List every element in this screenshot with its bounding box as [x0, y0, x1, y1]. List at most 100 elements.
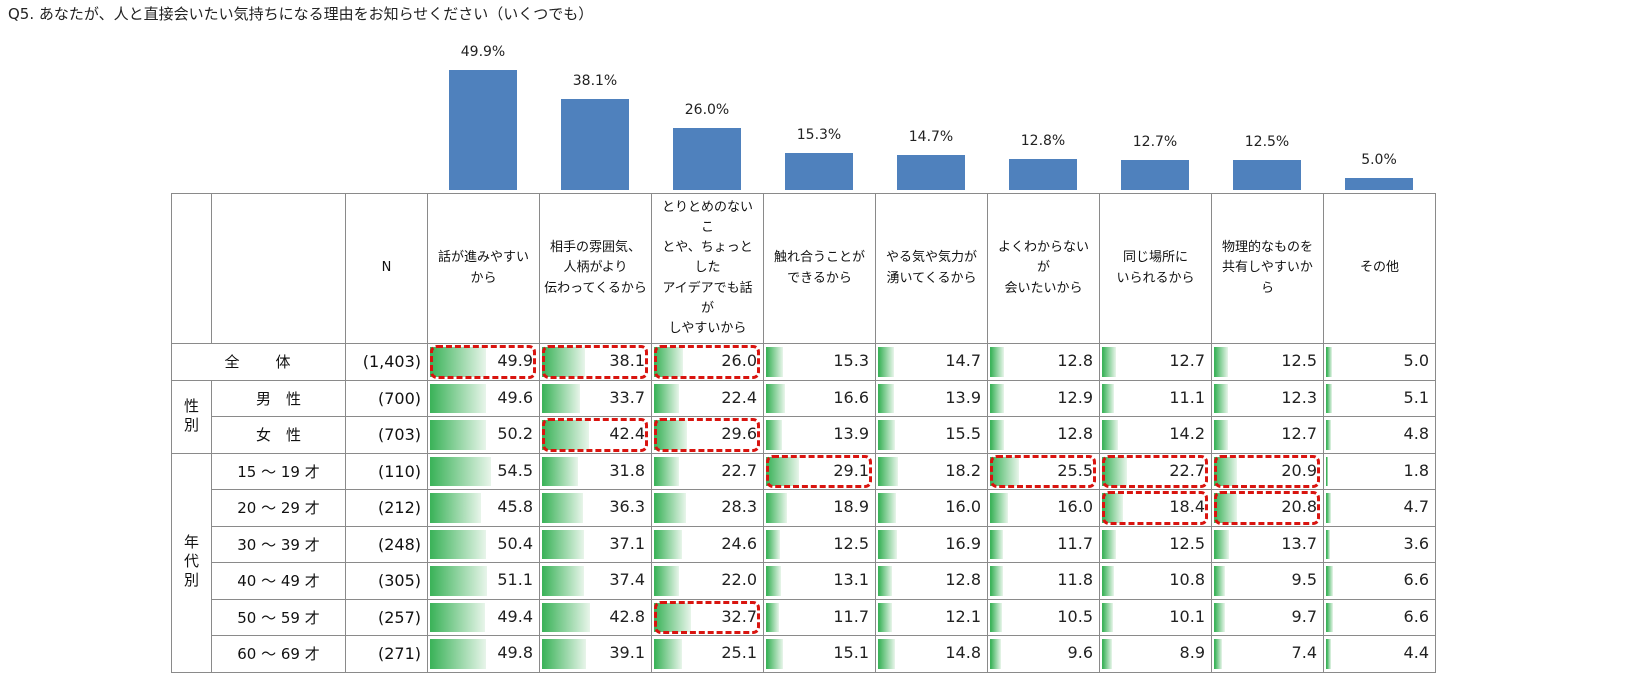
cell-value: 16.6 — [833, 387, 869, 407]
cell-bar — [1326, 420, 1332, 450]
cell-bar — [542, 347, 585, 377]
cell-value: 11.7 — [833, 606, 869, 626]
cell-bar — [1326, 347, 1332, 377]
data-cell — [1323, 635, 1436, 673]
cell-value: 22.4 — [721, 387, 757, 407]
header-n: N — [345, 193, 428, 344]
cell-value: 50.2 — [497, 424, 533, 443]
cell-value: 29.1 — [833, 460, 869, 480]
highlight-box — [430, 345, 536, 379]
cell-value: 12.9 — [1057, 387, 1093, 407]
cell-bar — [654, 566, 679, 596]
cell-bar — [430, 529, 487, 559]
cell-value: 22.7 — [721, 460, 757, 480]
cell-bar — [654, 456, 680, 486]
cell-bar — [542, 602, 590, 632]
cell-bar — [878, 347, 895, 377]
group-label: 性別 — [171, 379, 212, 454]
cell-bar — [1102, 347, 1117, 377]
cell-bar — [878, 602, 892, 632]
cell-bar — [990, 347, 1005, 377]
column-header: 同じ場所に いられるから — [1099, 193, 1212, 344]
cell-bar — [878, 383, 894, 413]
bar — [1233, 160, 1301, 190]
cell-value: 12.7 — [1169, 351, 1205, 370]
cell-value: 42.4 — [609, 424, 645, 443]
cell-value: 9.7 — [1291, 606, 1317, 626]
cell-bar — [542, 566, 584, 596]
cell-value: 14.2 — [1169, 424, 1205, 443]
column-header: 触れ合うことが できるから — [763, 193, 876, 344]
cell-bar — [990, 602, 1002, 632]
group-label: 年代別 — [171, 452, 212, 673]
cell-value: 37.4 — [609, 570, 645, 589]
cell-bar — [542, 529, 584, 559]
highlight-box — [654, 345, 760, 379]
cell-value: 12.1 — [945, 606, 981, 626]
cell-value: 10.5 — [1057, 606, 1093, 626]
cell-bar — [1102, 566, 1115, 596]
cell-value: 45.8 — [497, 497, 533, 516]
cell-value: 24.6 — [721, 533, 757, 553]
cell-value: 49.6 — [497, 387, 533, 407]
cell-value: 14.7 — [945, 351, 981, 370]
cell-bar — [430, 383, 486, 413]
cell-value: 14.8 — [945, 643, 981, 662]
cell-bar — [1214, 347, 1228, 377]
highlight-box — [542, 418, 648, 452]
cell-bar — [990, 529, 1004, 559]
cell-bar — [1326, 602, 1334, 632]
cell-value: 54.5 — [497, 460, 533, 480]
cell-bar — [878, 420, 896, 450]
cell-bar — [1102, 529, 1116, 559]
row-label: 女 性 — [211, 416, 346, 454]
header-blank — [211, 193, 346, 344]
cell-bar — [990, 383, 1005, 413]
cell-bar — [766, 639, 783, 669]
bar-value-label: 38.1% — [572, 72, 618, 89]
column-header: やる気や気力が 湧いてくるから — [875, 193, 988, 344]
cell-value: 10.1 — [1169, 606, 1205, 626]
column-header: とりとめのないこ とや、ちょっとした アイデアでも話が しやすいから — [651, 193, 764, 344]
cell-bar — [430, 456, 492, 486]
n-cell: (257) — [345, 598, 428, 636]
cell-bar — [542, 639, 586, 669]
column-header: 話が進みやすい から — [427, 193, 540, 344]
cell-value: 42.8 — [609, 606, 645, 626]
row-label: 50 ～ 59 才 — [211, 598, 346, 636]
bar — [1121, 159, 1189, 190]
cell-value: 22.0 — [721, 570, 757, 589]
cell-value: 50.4 — [497, 533, 533, 553]
cell-value: 6.6 — [1403, 606, 1429, 626]
bar-value-label: 15.3% — [796, 127, 842, 144]
n-cell: (1,403) — [345, 343, 428, 381]
cell-bar — [430, 420, 487, 450]
cell-value: 33.7 — [609, 387, 645, 407]
highlight-box — [1214, 491, 1320, 525]
highlight-box — [654, 600, 760, 634]
row-label: 男 性 — [211, 379, 346, 417]
cell-bar — [766, 420, 782, 450]
cell-value: 39.1 — [609, 643, 645, 662]
cell-bar — [542, 383, 580, 413]
cell-value: 16.0 — [1057, 497, 1093, 516]
cell-value: 13.7 — [1281, 533, 1317, 553]
cell-bar — [542, 456, 578, 486]
cell-bar — [878, 566, 893, 596]
highlight-box — [1102, 454, 1208, 488]
cell-bar — [1214, 602, 1225, 632]
cell-bar — [430, 602, 486, 632]
cell-bar — [878, 493, 896, 523]
cell-bar — [1102, 602, 1114, 632]
cell-bar — [1326, 493, 1332, 523]
cell-bar — [766, 383, 785, 413]
cell-value: 38.1 — [609, 351, 645, 370]
highlight-box — [990, 454, 1096, 488]
cell-value: 25.1 — [721, 643, 757, 662]
cell-value: 11.8 — [1057, 570, 1093, 589]
cell-bar — [878, 639, 895, 669]
cell-bar — [1102, 420, 1118, 450]
cell-value: 12.8 — [945, 570, 981, 589]
cell-bar — [1326, 456, 1329, 486]
cell-value: 25.5 — [1057, 460, 1093, 480]
